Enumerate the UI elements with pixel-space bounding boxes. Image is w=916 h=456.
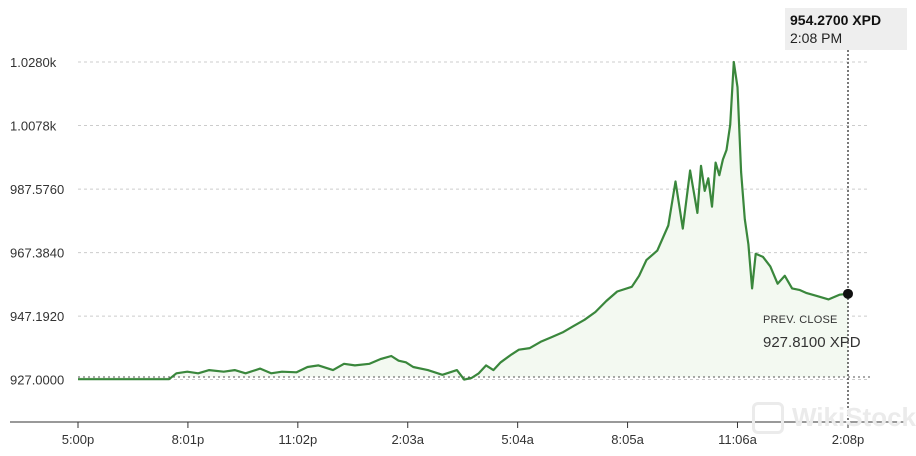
x-axis-ticks xyxy=(77,422,849,428)
y-tick-label: 1.0078k xyxy=(10,119,57,134)
price-area xyxy=(78,62,848,380)
price-line xyxy=(78,60,849,381)
y-axis-labels: 1.0280k 1.0078k 987.5760 967.3840 947.1920 92… xyxy=(10,55,64,388)
x-tick-label: 2:03a xyxy=(391,432,424,447)
x-axis-labels: 5:00p 8:01p 11:02p 2:03a 5:04a 8:05a 11:06a 2:0… xyxy=(62,432,865,447)
y-tick-label: 987.5760 xyxy=(10,182,64,197)
y-tick-label: 927.0000 xyxy=(10,373,64,388)
x-tick-label: 11:06a xyxy=(718,432,758,447)
y-tick-label: 1.0280k xyxy=(10,55,57,70)
watermark: WikiStock xyxy=(792,402,916,432)
watermark-logo-icon xyxy=(752,402,784,434)
tooltip-time: 2:08 PM xyxy=(790,30,843,46)
x-tick-label: 8:01p xyxy=(172,432,205,447)
prev-close-title: PREV. CLOSE xyxy=(763,314,838,326)
x-tick-label: 2:08p xyxy=(832,432,865,447)
area-fill xyxy=(78,62,848,380)
price-tooltip: 954.2700 XPD 2:08 PM xyxy=(785,8,907,50)
y-tick-label: 967.3840 xyxy=(10,246,64,261)
x-tick-label: 5:04a xyxy=(501,432,534,447)
prev-close-value: 927.8100 XPD xyxy=(763,334,861,351)
grid-lines xyxy=(78,61,870,381)
tooltip-price: 954.2700 XPD xyxy=(790,12,882,28)
y-tick-label: 947.1920 xyxy=(10,309,64,324)
price-series xyxy=(78,60,849,381)
x-tick-label: 5:00p xyxy=(62,432,95,447)
x-tick-label: 11:02p xyxy=(278,432,317,447)
last-price-dot[interactable] xyxy=(843,288,853,299)
x-tick-label: 8:05a xyxy=(611,432,644,447)
